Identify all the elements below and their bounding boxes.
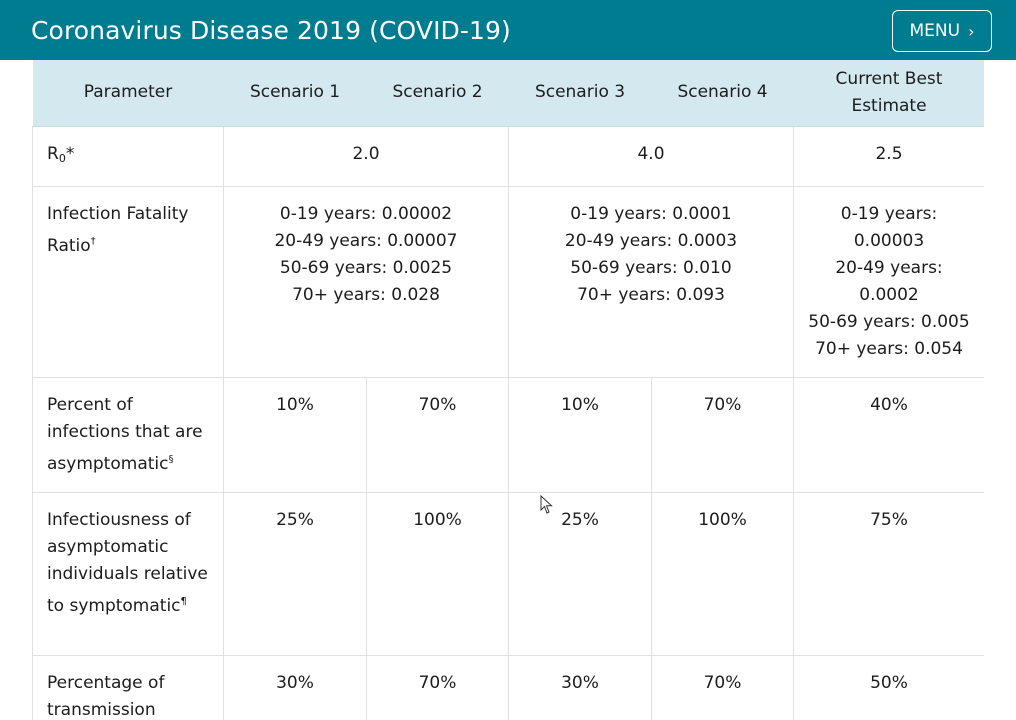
- mouse-cursor-icon: [540, 495, 553, 514]
- column-header-scenario-3: Scenario 3: [508, 60, 652, 127]
- cell-inf-scenario-4: 100%: [651, 491, 794, 656]
- row-label-infectiousness: Infectiousness of asymptomatic individua…: [32, 491, 224, 656]
- cell-inf-scenario-2: 100%: [366, 491, 509, 656]
- cell-r0-scenario-3-4: 4.0: [508, 125, 794, 187]
- row-label-transmission: Percentage of transmission: [32, 654, 224, 720]
- table-row-r0: R0* 2.0 4.0 2.5: [32, 125, 984, 187]
- table-row-transmission: Percentage of transmission 30% 70% 30% 7…: [32, 654, 984, 720]
- cell-asym-scenario-2: 70%: [366, 376, 509, 493]
- table-row-asymptomatic: Percent of infections that are asymptoma…: [32, 376, 984, 493]
- cell-asym-scenario-4: 70%: [651, 376, 794, 493]
- cell-trans-scenario-2: 70%: [366, 654, 509, 720]
- menu-button-label: MENU: [909, 21, 961, 41]
- column-header-scenario-2: Scenario 2: [366, 60, 509, 127]
- column-header-scenario-1: Scenario 1: [223, 60, 367, 127]
- cell-trans-scenario-3: 30%: [508, 654, 652, 720]
- cell-trans-best-estimate: 50%: [793, 654, 984, 720]
- cell-ifr-scenario-3-4: 0-19 years: 0.0001 20-49 years: 0.0003 5…: [508, 185, 794, 378]
- cell-inf-best-estimate: 75%: [793, 491, 984, 656]
- column-header-scenario-4: Scenario 4: [651, 60, 794, 127]
- cell-asym-best-estimate: 40%: [793, 376, 984, 493]
- parameters-table-container: Parameter Scenario 1 Scenario 2 Scenario…: [32, 60, 984, 720]
- top-bar: Coronavirus Disease 2019 (COVID-19) MENU…: [0, 0, 1016, 60]
- cell-trans-scenario-4: 70%: [651, 654, 794, 720]
- cell-asym-scenario-1: 10%: [223, 376, 367, 493]
- cell-asym-scenario-3: 10%: [508, 376, 652, 493]
- table-row-ifr: Infection Fatality Ratio† 0-19 years: 0.…: [32, 185, 984, 378]
- menu-button[interactable]: MENU ›: [892, 10, 992, 52]
- cell-inf-scenario-1: 25%: [223, 491, 367, 656]
- cell-r0-best-estimate: 2.5: [793, 125, 984, 187]
- row-label-asymptomatic: Percent of infections that are asymptoma…: [32, 376, 224, 493]
- parameters-table: Parameter Scenario 1 Scenario 2 Scenario…: [32, 60, 984, 720]
- table-row-infectiousness: Infectiousness of asymptomatic individua…: [32, 491, 984, 656]
- cell-ifr-scenario-1-2: 0-19 years: 0.00002 20-49 years: 0.00007…: [223, 185, 509, 378]
- table-header-row: Parameter Scenario 1 Scenario 2 Scenario…: [32, 60, 984, 127]
- cell-trans-scenario-1: 30%: [223, 654, 367, 720]
- cell-r0-scenario-1-2: 2.0: [223, 125, 509, 187]
- column-header-parameter: Parameter: [32, 60, 224, 127]
- row-label-r0: R0*: [32, 125, 224, 187]
- page-title: Coronavirus Disease 2019 (COVID-19): [31, 15, 511, 45]
- row-label-ifr: Infection Fatality Ratio†: [32, 185, 224, 378]
- cell-ifr-best-estimate: 0-19 years: 0.00003 20-49 years: 0.0002 …: [793, 185, 984, 378]
- chevron-right-icon: ›: [968, 21, 975, 41]
- column-header-current-best-estimate: Current Best Estimate: [793, 60, 984, 127]
- cell-inf-scenario-3: 25%: [508, 491, 652, 656]
